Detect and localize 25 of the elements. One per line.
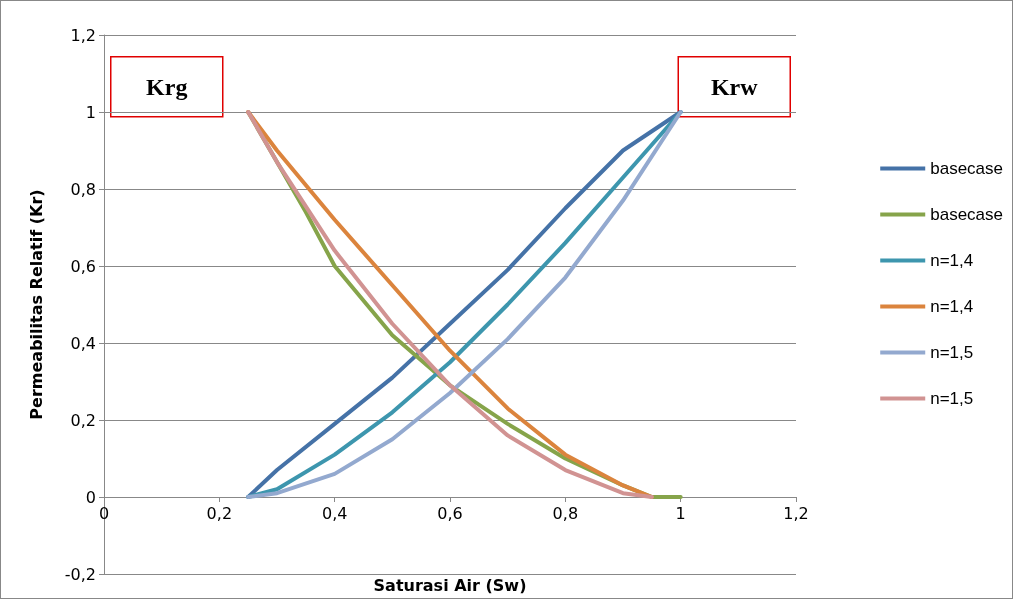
- x-tick-label: 1,2: [783, 503, 809, 523]
- legend-label: n=1,4: [930, 297, 974, 316]
- x-tick-label: 0,8: [552, 503, 579, 523]
- y-tick-label: 0,8: [70, 179, 96, 199]
- annotation: Krw: [710, 73, 759, 100]
- x-tick-label: 0,6: [437, 503, 463, 523]
- x-tick-label: 0,4: [321, 503, 348, 523]
- y-tick-label: 0,2: [70, 410, 96, 430]
- y-tick-label: 0,6: [70, 256, 96, 276]
- legend-label: n=1,4: [930, 251, 974, 270]
- x-tick-label: 0,2: [206, 503, 233, 523]
- legend-label: basecase: [930, 205, 1004, 224]
- y-tick-label: -0,2: [64, 564, 96, 584]
- y-tick-label: 1,2: [70, 25, 96, 45]
- legend-label: basecase: [930, 159, 1004, 178]
- legend-label: n=1,5: [930, 343, 974, 362]
- x-axis-title: Saturasi Air (Sw): [373, 575, 527, 595]
- x-tick-label: 1: [675, 503, 686, 523]
- annotation: Krg: [146, 73, 188, 100]
- y-tick-label: 1: [85, 102, 96, 122]
- legend-label: n=1,5: [930, 389, 974, 408]
- x-tick-label: 0: [98, 503, 110, 523]
- y-tick-label: 0,4: [70, 333, 96, 353]
- y-axis-title: Permeabilitas Relatif (Kr): [26, 189, 46, 420]
- y-tick-label: 0: [85, 487, 96, 507]
